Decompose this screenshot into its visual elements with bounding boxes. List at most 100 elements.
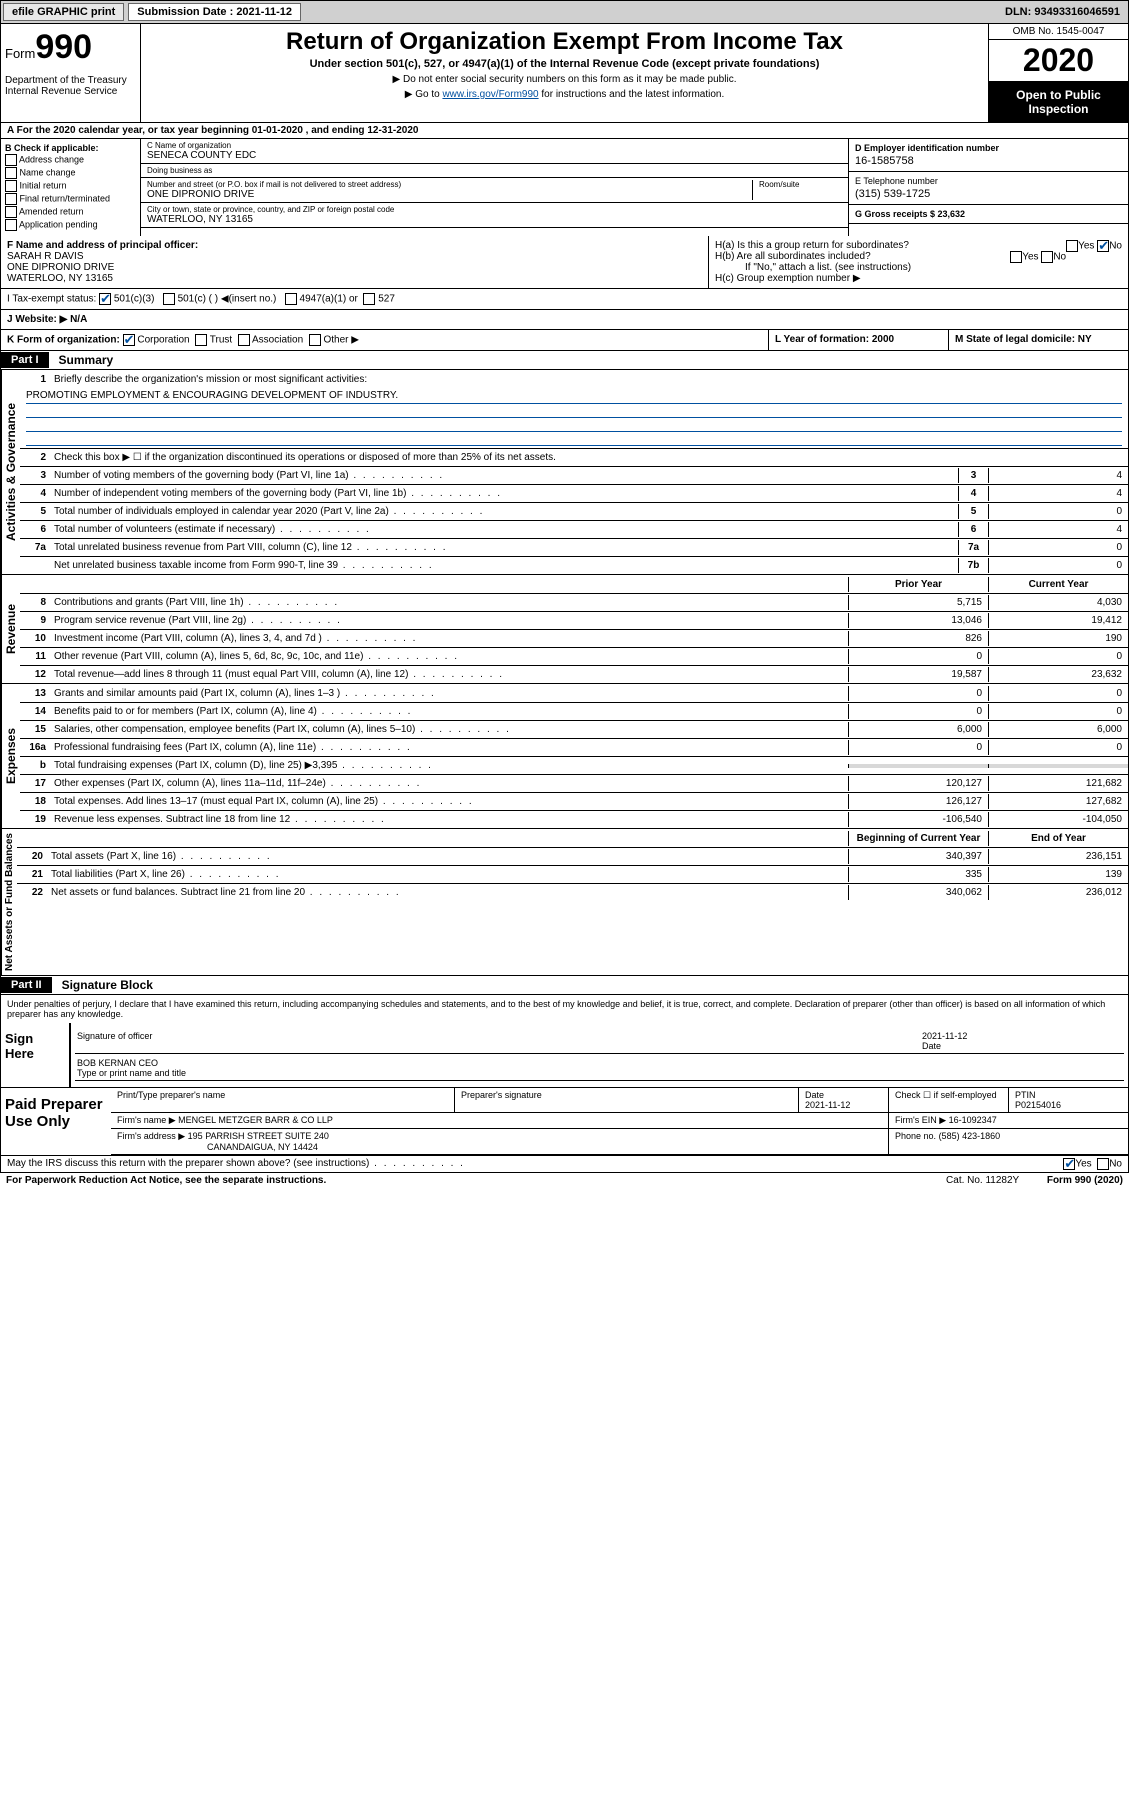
form-title: Return of Organization Exempt From Incom… (145, 28, 984, 56)
chk-address-change[interactable]: Address change (5, 154, 136, 166)
paperwork-row: For Paperwork Reduction Act Notice, see … (0, 1173, 1129, 1188)
firm-ein-cell: Firm's EIN ▶ 16-1092347 (888, 1113, 1128, 1128)
curr-year-hdr: Current Year (988, 577, 1128, 592)
prep-name-label: Print/Type preparer's name (111, 1088, 454, 1112)
chk-527[interactable] (363, 293, 375, 305)
tax-year: 2020 (989, 40, 1128, 82)
col-c-orginfo: C Name of organization SENECA COUNTY EDC… (141, 139, 848, 236)
discuss-yesno: Yes No (1063, 1158, 1122, 1170)
table-row: 19 Revenue less expenses. Subtract line … (20, 810, 1128, 828)
vert-revenue: Revenue (1, 575, 20, 683)
mission-text: PROMOTING EMPLOYMENT & ENCOURAGING DEVEL… (26, 390, 1122, 404)
chk-trust[interactable] (195, 334, 207, 346)
part1-title: Summary (49, 351, 124, 369)
section-fhij: F Name and address of principal officer:… (0, 236, 1129, 351)
officer-info: F Name and address of principal officer:… (1, 236, 708, 288)
department: Department of the Treasury Internal Reve… (5, 75, 136, 97)
table-row: 3 Number of voting members of the govern… (20, 466, 1128, 484)
form-num: 990 (35, 28, 92, 66)
q1-desc: Briefly describe the organization's miss… (50, 372, 1128, 387)
table-row: 14 Benefits paid to or for members (Part… (20, 702, 1128, 720)
ein-label: D Employer identification number (855, 143, 1122, 153)
q2-row: 2 Check this box ▶ ☐ if the organization… (20, 448, 1128, 466)
chk-name-change[interactable]: Name change (5, 167, 136, 179)
table-row: 10 Investment income (Part VIII, column … (20, 629, 1128, 647)
phone-value: (315) 539-1725 (855, 188, 1122, 200)
dba-label: Doing business as (147, 166, 842, 175)
tax-exempt: I Tax-exempt status: 501(c)(3) 501(c) ( … (1, 289, 1128, 309)
note2-pre: ▶ Go to (405, 89, 443, 100)
section-bc: B Check if applicable: Address change Na… (0, 139, 1129, 236)
chk-assoc[interactable] (238, 334, 250, 346)
table-row: 17 Other expenses (Part IX, column (A), … (20, 774, 1128, 792)
dba-cell: Doing business as (141, 164, 848, 178)
phone-label: E Telephone number (855, 176, 1122, 186)
form-subtitle: Under section 501(c), 527, or 4947(a)(1)… (145, 58, 984, 70)
chk-final-return[interactable]: Final return/terminated (5, 193, 136, 205)
table-row: Net unrelated business taxable income fr… (20, 556, 1128, 574)
h-section: H(a) Is this a group return for subordin… (708, 236, 1128, 288)
table-row: 7a Total unrelated business revenue from… (20, 538, 1128, 556)
sign-here-label: Sign Here (1, 1023, 71, 1087)
row-f-h: F Name and address of principal officer:… (1, 236, 1128, 289)
exp-body: 13 Grants and similar amounts paid (Part… (20, 684, 1128, 828)
prep-row3: Firm's address ▶ 195 PARRISH STREET SUIT… (111, 1129, 1128, 1155)
rev-header: Prior Year Current Year (20, 575, 1128, 593)
signature-section: Under penalties of perjury, I declare th… (0, 995, 1129, 1156)
table-row: 21 Total liabilities (Part X, line 26) 3… (17, 865, 1128, 883)
discuss-row: May the IRS discuss this return with the… (0, 1156, 1129, 1173)
rev-body: Prior Year Current Year 8 Contributions … (20, 575, 1128, 683)
gross-cell: G Gross receipts $ 23,632 (849, 205, 1128, 224)
chk-501c[interactable] (163, 293, 175, 305)
efile-print-button[interactable]: efile GRAPHIC print (3, 3, 124, 21)
q2-desc: Check this box ▶ ☐ if the organization d… (50, 450, 1128, 465)
addr-value: ONE DIPRONIO DRIVE (147, 189, 752, 200)
end-year-hdr: End of Year (988, 831, 1128, 846)
q1-row: 1 Briefly describe the organization's mi… (20, 370, 1128, 388)
year-formation: L Year of formation: 2000 (768, 330, 948, 350)
header-mid: Return of Organization Exempt From Incom… (141, 24, 988, 122)
chk-initial-return[interactable]: Initial return (5, 180, 136, 192)
org-name-cell: C Name of organization SENECA COUNTY EDC (141, 139, 848, 164)
chk-501c3[interactable] (99, 293, 111, 305)
chk-amended[interactable]: Amended return (5, 206, 136, 218)
hb-row: H(b) Are all subordinates included? Yes … (715, 251, 1122, 262)
net-header: Beginning of Current Year End of Year (17, 829, 1128, 847)
sign-here-grid: Sign Here Signature of officer 2021-11-1… (1, 1023, 1128, 1087)
chk-discuss-no[interactable] (1097, 1158, 1109, 1170)
part2-header: Part II Signature Block (0, 976, 1129, 995)
table-row: 6 Total number of volunteers (estimate i… (20, 520, 1128, 538)
officer-sig-line: Signature of officer 2021-11-12Date (75, 1029, 1124, 1054)
note-link: ▶ Go to www.irs.gov/Form990 for instruct… (145, 89, 984, 100)
table-row: 18 Total expenses. Add lines 13–17 (must… (20, 792, 1128, 810)
address-cell: Number and street (or P.O. box if mail i… (141, 178, 848, 203)
mission-block: PROMOTING EMPLOYMENT & ENCOURAGING DEVEL… (20, 388, 1128, 448)
chk-other[interactable] (309, 334, 321, 346)
chk-discuss-yes[interactable] (1063, 1158, 1075, 1170)
vert-governance: Activities & Governance (1, 370, 20, 574)
irs-link[interactable]: www.irs.gov/Form990 (442, 89, 538, 100)
table-row: 9 Program service revenue (Part VIII, li… (20, 611, 1128, 629)
form-number: Form990 (5, 28, 136, 67)
table-row: 20 Total assets (Part X, line 16) 340,39… (17, 847, 1128, 865)
ha-row: H(a) Is this a group return for subordin… (715, 240, 1122, 251)
note-ssn: ▶ Do not enter social security numbers o… (145, 74, 984, 85)
ein-cell: D Employer identification number 16-1585… (849, 139, 1128, 172)
table-row: 12 Total revenue—add lines 8 through 11 … (20, 665, 1128, 683)
firm-phone-cell: Phone no. (585) 423-1860 (888, 1129, 1128, 1154)
beg-year-hdr: Beginning of Current Year (848, 831, 988, 846)
type-name-label: Type or print name and title (77, 1068, 186, 1078)
chk-corp[interactable] (123, 334, 135, 346)
sig-date: 2021-11-12 (922, 1031, 967, 1041)
form-word: Form (5, 46, 35, 61)
net-body: Beginning of Current Year End of Year 20… (17, 829, 1128, 975)
chk-4947[interactable] (285, 293, 297, 305)
officer-addr1: ONE DIPRONIO DRIVE (7, 262, 702, 273)
chk-app-pending[interactable]: Application pending (5, 219, 136, 231)
cat-no: Cat. No. 11282Y (946, 1175, 1019, 1186)
table-row: 4 Number of independent voting members o… (20, 484, 1128, 502)
gross-receipts: G Gross receipts $ 23,632 (855, 209, 1122, 219)
firm-name-cell: Firm's name ▶ MENGEL METZGER BARR & CO L… (111, 1113, 888, 1128)
dln-number: DLN: 93493316046591 (1005, 6, 1126, 18)
vert-netassets: Net Assets or Fund Balances (1, 829, 17, 975)
